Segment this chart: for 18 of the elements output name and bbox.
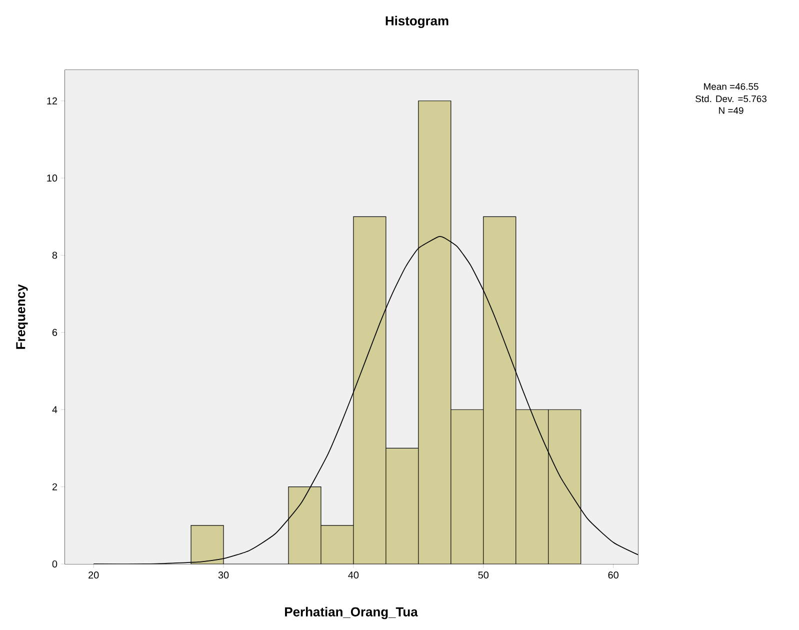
x-tick-label: 20 bbox=[88, 572, 99, 579]
x-tick-label: 30 bbox=[218, 572, 229, 579]
text: N =49 bbox=[719, 107, 744, 114]
y-tick-label: 10 bbox=[47, 174, 58, 182]
chart-title: Histogram bbox=[386, 16, 448, 28]
y-tick-label: 4 bbox=[52, 406, 58, 414]
y-axis-title: Frequency bbox=[16, 284, 28, 349]
text: Std. Dev. =5.763 bbox=[696, 95, 766, 102]
x-tick-label: 60 bbox=[608, 572, 618, 579]
y-tick-label: 8 bbox=[52, 252, 58, 259]
y-tick-label: 6 bbox=[52, 328, 58, 336]
x-axis-title: Perhatian_Orang_Tua bbox=[285, 606, 418, 620]
y-tick-label: 2 bbox=[52, 483, 57, 490]
y-tick-label: 0 bbox=[52, 560, 58, 568]
text: Mean =46.55 bbox=[704, 83, 758, 90]
x-tick-label: 50 bbox=[478, 572, 489, 579]
x-tick-label: 40 bbox=[348, 572, 359, 579]
y-tick-label: 12 bbox=[47, 97, 57, 104]
